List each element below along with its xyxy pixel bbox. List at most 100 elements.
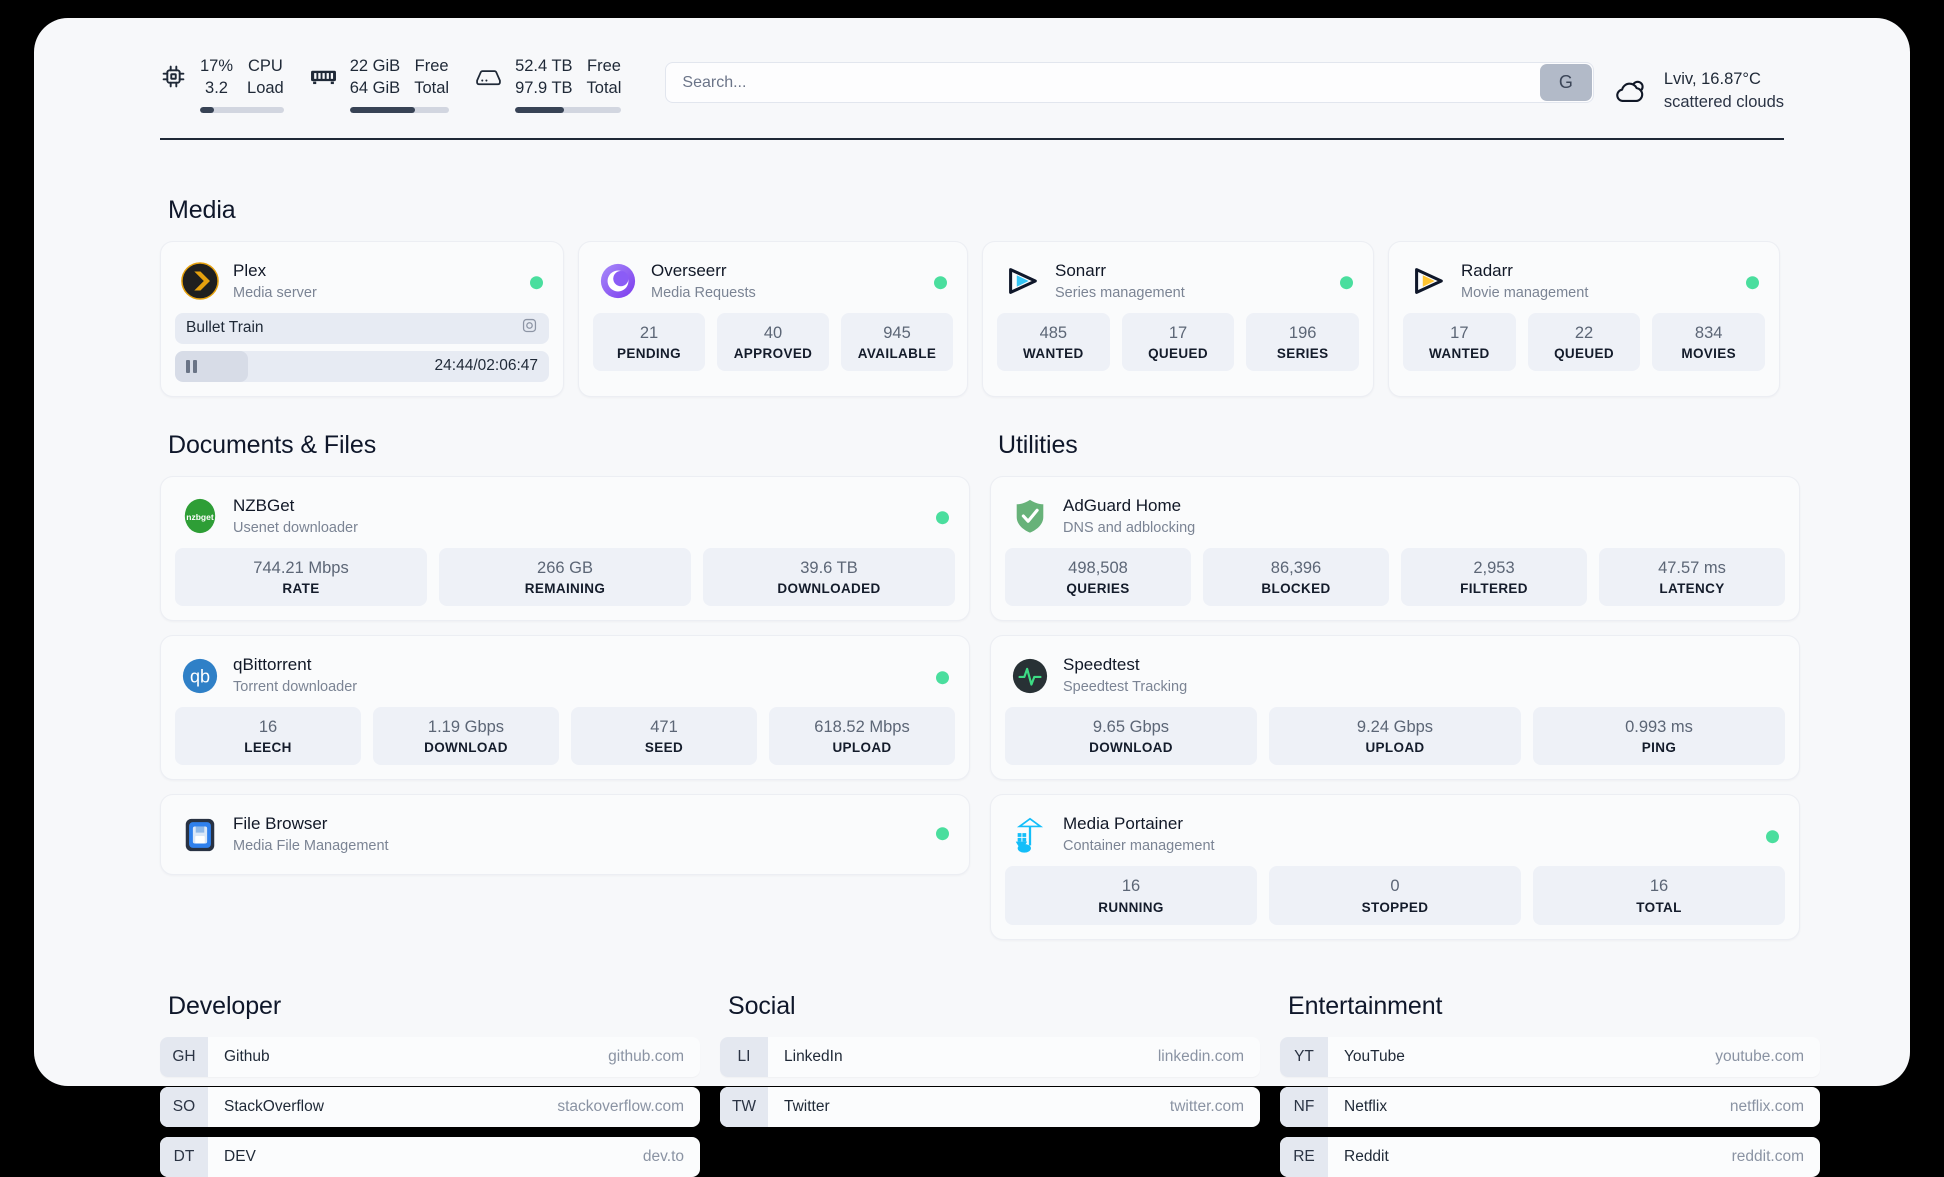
- stat-tile: 86,396 BLOCKED: [1203, 547, 1389, 607]
- bookmark-name: Github: [224, 1047, 270, 1065]
- stat-tiles: 744.21 Mbps RATE 266 GB REMAINING 39.6 T…: [175, 547, 955, 607]
- stat-tiles: 16 RUNNING 0 STOPPED 16 TOTAL: [1005, 866, 1785, 925]
- service-card-filebrowser[interactable]: File Browser Media File Management: [160, 794, 970, 876]
- nzbget-logo: nzbget: [181, 497, 219, 535]
- documents-section: Documents & Files nzbget NZBGet: [160, 431, 970, 940]
- cloud-icon: [1612, 76, 1650, 106]
- radarr-logo: [1409, 262, 1447, 300]
- search-input[interactable]: [666, 63, 1539, 102]
- stat-label: WANTED: [1429, 346, 1490, 362]
- service-card-portainer[interactable]: Media Portainer Container management 16 …: [990, 794, 1800, 940]
- stat-tile: 498,508 QUERIES: [1005, 547, 1191, 607]
- card-header: File Browser Media File Management: [175, 809, 955, 860]
- memory-free-value: 22 GiB: [349, 57, 401, 75]
- card-header: nzbget NZBGet Usenet downloader: [175, 491, 955, 548]
- bookmark-url: dev.to: [642, 1147, 684, 1165]
- service-card-plex[interactable]: Plex Media server Bullet Train: [160, 241, 564, 397]
- disk-labels: Free Total: [587, 56, 622, 100]
- stat-label: STOPPED: [1361, 899, 1429, 915]
- card-subtitle: Media File Management: [233, 838, 389, 855]
- card-header: Speedtest Speedtest Tracking: [1005, 650, 1785, 707]
- stat-label: SERIES: [1276, 346, 1329, 362]
- card-title: Sonarr: [1055, 261, 1107, 280]
- list-item[interactable]: YT YouTube youtube.com: [1280, 1036, 1820, 1077]
- memory-values: 22 GiB 64 GiB: [350, 56, 400, 100]
- list-item[interactable]: RE Reddit reddit.com: [1280, 1136, 1820, 1177]
- pause-icon[interactable]: [186, 359, 197, 373]
- stat-label: RATE: [282, 581, 320, 597]
- memory-stat-group: 22 GiB 64 GiB Free Total: [310, 44, 450, 113]
- cpu-stat-group: 17% 3.2 CPU Load: [160, 44, 284, 113]
- now-playing-row[interactable]: Bullet Train: [175, 312, 549, 344]
- stat-label: PING: [1641, 740, 1677, 756]
- card-title: Media Portainer: [1063, 814, 1184, 834]
- utilities-section-title: Utilities: [998, 430, 1078, 459]
- list-item[interactable]: GH Github github.com: [160, 1036, 700, 1077]
- disk-stat-group: 52.4 TB 97.9 TB Free Total: [475, 44, 622, 113]
- list-item[interactable]: TW Twitter twitter.com: [720, 1086, 1260, 1127]
- cpu-labels: CPU Load: [247, 56, 284, 100]
- card-subtitle: Movie management: [1461, 285, 1589, 302]
- stat-value: 22: [1574, 323, 1594, 342]
- list-item[interactable]: DT DEV dev.to: [160, 1136, 700, 1177]
- list-item[interactable]: SO StackOverflow stackoverflow.com: [160, 1086, 700, 1127]
- stat-label: LEECH: [244, 740, 292, 756]
- stat-label: WANTED: [1023, 346, 1084, 362]
- stat-value: 17: [1450, 323, 1469, 342]
- stat-value: 9.65 Gbps: [1092, 718, 1170, 737]
- svg-text:qb: qb: [190, 666, 210, 686]
- stat-label: UPLOAD: [832, 740, 892, 756]
- stat-label: PENDING: [617, 346, 681, 362]
- card-title: Plex: [233, 261, 267, 280]
- bookmark-abbr: SO: [160, 1086, 208, 1127]
- stat-label: REMAINING: [524, 581, 606, 597]
- status-badge: [936, 511, 949, 525]
- bookmark-abbr: GH: [160, 1036, 208, 1077]
- service-card-qbittorrent[interactable]: qb qBittorrent Torrent downloader: [160, 635, 970, 781]
- stat-label: AVAILABLE: [857, 346, 937, 362]
- stat-tiles: 498,508 QUERIES 86,396 BLOCKED 2,953 FIL…: [1005, 547, 1785, 607]
- cpu-load-value: 3.2: [205, 78, 228, 97]
- card-title: Speedtest: [1063, 655, 1140, 675]
- card-header: Radarr Movie management: [1403, 256, 1765, 313]
- service-card-nzbget[interactable]: nzbget NZBGet Usenet downloader 74: [160, 475, 970, 622]
- card-header: qb qBittorrent Torrent downloader: [175, 650, 955, 707]
- service-card-overseerr[interactable]: Overseerr Media Requests 21 PENDING 40 A…: [578, 241, 968, 397]
- stat-label: TOTAL: [1636, 899, 1682, 915]
- stat-value: 471: [650, 718, 678, 737]
- stat-tile: 17 QUEUED: [1121, 312, 1235, 372]
- bookmark-name: Netflix: [1344, 1097, 1388, 1115]
- search-engine-button[interactable]: G: [1539, 64, 1592, 101]
- list-item[interactable]: NF Netflix netflix.com: [1280, 1086, 1820, 1127]
- memory-total-label: Total: [414, 78, 450, 97]
- service-card-sonarr[interactable]: Sonarr Series management 485 WANTED 17 Q…: [982, 241, 1374, 397]
- search-box[interactable]: G: [665, 62, 1594, 103]
- stat-value: 39.6 TB: [800, 558, 858, 577]
- stat-tile: 47.57 ms LATENCY: [1599, 547, 1785, 607]
- playback-duration: 02:06:47: [477, 357, 538, 375]
- bookmark-url: netflix.com: [1729, 1097, 1804, 1115]
- overseerr-logo: [599, 262, 637, 300]
- stat-tile: 40 APPROVED: [717, 312, 829, 372]
- stat-value: 196: [1288, 323, 1317, 342]
- disk-icon: [475, 63, 502, 90]
- stat-tile: 485 WANTED: [997, 312, 1110, 372]
- service-card-radarr[interactable]: Radarr Movie management 17 WANTED 22 QUE…: [1388, 241, 1780, 397]
- status-badge: [934, 276, 947, 290]
- stat-label: SEED: [644, 740, 684, 756]
- service-card-adguard[interactable]: AdGuard Home DNS and adblocking 498,508 …: [990, 475, 1800, 622]
- stat-tile: 471 SEED: [571, 707, 757, 766]
- card-header: Overseerr Media Requests: [593, 256, 953, 313]
- card-subtitle: Torrent downloader: [233, 679, 358, 696]
- weather-location-temp: Lviv, 16.87°C: [1663, 70, 1761, 88]
- stat-tile: 16 RUNNING: [1005, 866, 1257, 925]
- list-item[interactable]: LI LinkedIn linkedin.com: [720, 1036, 1260, 1077]
- mid-columns: Documents & Files nzbget NZBGet: [160, 431, 1800, 940]
- stat-value: 834: [1694, 323, 1723, 342]
- stat-label: DOWNLOAD: [1089, 740, 1173, 756]
- stat-tiles: 17 WANTED 22 QUEUED 834 MOVIES: [1403, 312, 1766, 372]
- playback-progress-bar[interactable]: 24:44/02:06:47: [175, 350, 549, 382]
- service-card-speedtest[interactable]: Speedtest Speedtest Tracking 9.65 Gbps D…: [990, 635, 1800, 781]
- bookmark-name: StackOverflow: [224, 1097, 324, 1115]
- bookmark-group-social: Social LI LinkedIn linkedin.com TW Twitt…: [720, 992, 1260, 1177]
